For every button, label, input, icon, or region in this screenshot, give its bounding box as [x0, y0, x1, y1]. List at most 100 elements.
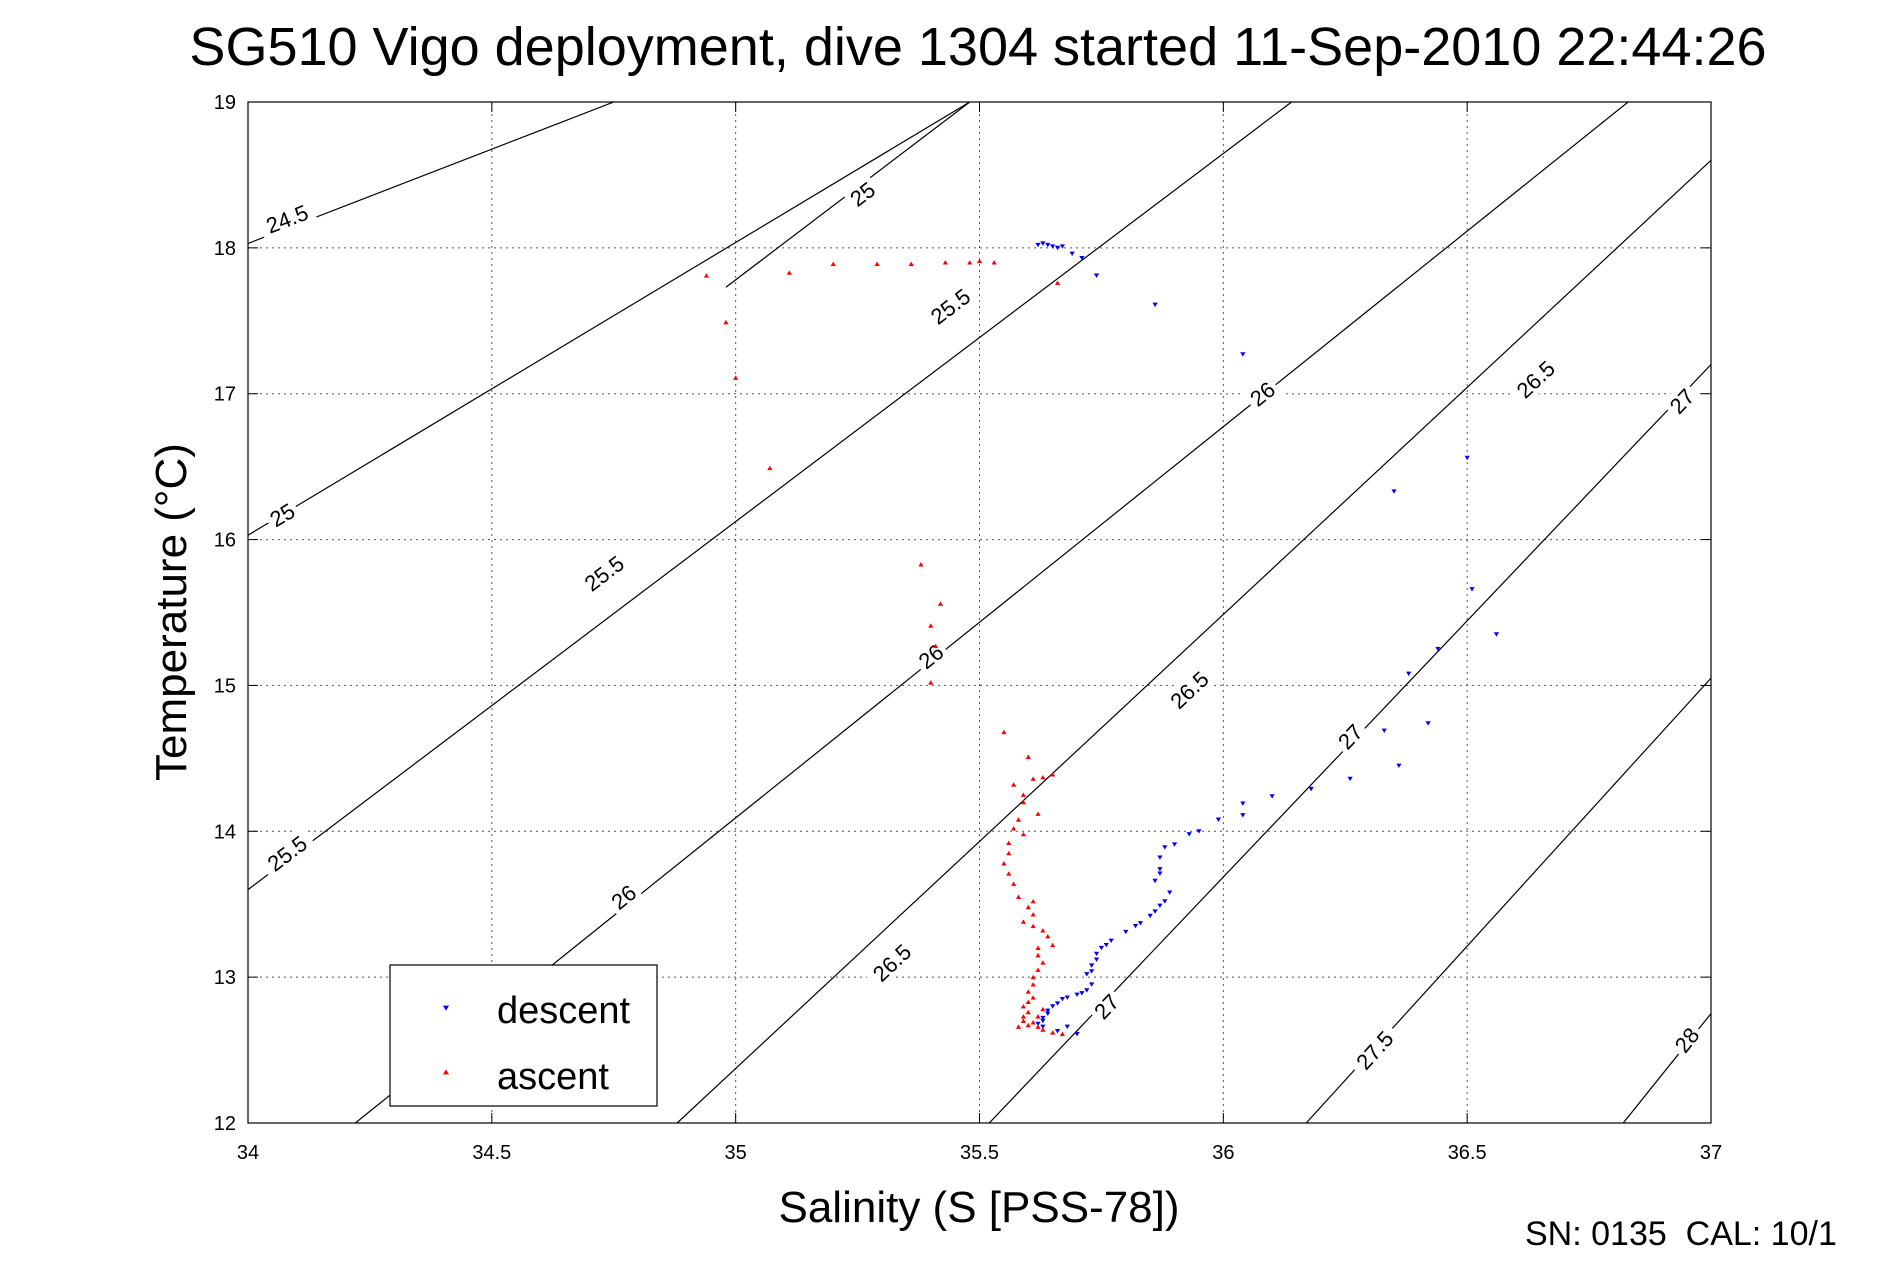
- ascent-point: [723, 319, 729, 325]
- descent-point: [1103, 942, 1109, 948]
- descent-point: [1391, 489, 1397, 494]
- legend: descent ascent: [389, 964, 658, 1107]
- legend-ascent-label: ascent: [497, 1056, 609, 1098]
- descent-point: [1079, 255, 1085, 261]
- descent-point: [1059, 996, 1066, 1002]
- ascent-point: [1050, 772, 1056, 777]
- descent-point: [1059, 244, 1066, 249]
- density-contour-line: [248, 102, 971, 536]
- descent-point: [1108, 938, 1114, 944]
- ascent-point: [1006, 850, 1012, 856]
- ascent-point: [1020, 1018, 1026, 1023]
- descent-point: [1240, 801, 1246, 806]
- descent-point: [1084, 988, 1090, 993]
- ascent-point: [733, 375, 739, 380]
- ascent-point: [1035, 952, 1041, 958]
- descent-point: [1054, 245, 1061, 251]
- ascent-point: [786, 270, 792, 275]
- ascent-point: [1035, 945, 1041, 951]
- ascent-point: [1059, 1031, 1066, 1037]
- descent-point: [1147, 913, 1153, 919]
- ascent-point: [1035, 1014, 1041, 1019]
- grid: [248, 102, 1711, 1123]
- descent-point: [1040, 1018, 1046, 1024]
- descent-point: [1074, 1031, 1080, 1037]
- density-contour-label: 25: [841, 173, 884, 214]
- descent-point: [1064, 995, 1070, 1000]
- ascent-point: [1025, 999, 1031, 1005]
- descent-point: [1040, 241, 1046, 246]
- descent-point: [1425, 721, 1431, 726]
- svg-text:27: 27: [1089, 989, 1124, 1024]
- descent-point: [1045, 1008, 1051, 1014]
- descent-point: [1162, 845, 1168, 850]
- x-tick-label: 35: [725, 1142, 747, 1164]
- x-tick-label: 34: [237, 1142, 259, 1164]
- descent-point: [1157, 867, 1163, 872]
- x-tick-label: 35.5: [960, 1142, 999, 1164]
- y-tick-label: 15: [214, 675, 236, 697]
- density-contour-label: 25.5: [256, 825, 318, 881]
- descent-point: [1240, 352, 1246, 357]
- svg-text:26: 26: [606, 880, 641, 915]
- ascent-point: [1015, 894, 1022, 900]
- x-tick-label: 36.5: [1448, 1142, 1487, 1164]
- x-tick-label: 34.5: [472, 1142, 511, 1164]
- descent-point: [1084, 972, 1090, 977]
- ascent-point: [1001, 729, 1007, 735]
- descent-point: [1050, 244, 1056, 249]
- y-tick-label: 12: [214, 1113, 236, 1135]
- ascent-point: [1054, 280, 1061, 285]
- density-contour-label: 24.5: [256, 196, 318, 241]
- ascent-point: [937, 601, 944, 606]
- serial-calibration-footer: SN: 0135 CAL: 10/1: [1525, 1215, 1837, 1253]
- descent-point: [1132, 924, 1139, 929]
- ascent-point: [1035, 811, 1041, 816]
- svg-text:26: 26: [914, 639, 949, 674]
- descent-point: [1171, 842, 1178, 847]
- descent-point: [1093, 957, 1100, 962]
- descent-point: [1050, 1004, 1056, 1009]
- ascent-point: [1025, 989, 1031, 994]
- descent-point: [1308, 786, 1314, 792]
- descent-point: [1464, 455, 1470, 461]
- x-axis-label: Salinity (S [PSS-78]): [778, 1183, 1179, 1232]
- ascent-point: [767, 465, 773, 471]
- density-contour-line: [354, 102, 1629, 1123]
- descent-point: [1040, 1015, 1046, 1021]
- ascent-point: [976, 258, 983, 264]
- svg-text:26: 26: [1245, 377, 1280, 412]
- y-tick-label: 16: [214, 530, 236, 552]
- legend-ascent-marker-icon: [443, 1069, 449, 1075]
- legend-box: [389, 964, 658, 1107]
- ascent-point: [1050, 942, 1056, 948]
- ascent-point: [1006, 871, 1012, 876]
- x-tick-label: 36: [1212, 1142, 1234, 1164]
- density-contour-label: 26: [602, 876, 645, 918]
- descent-point: [1269, 794, 1275, 799]
- ascent-point: [703, 273, 710, 278]
- density-contour-label: 26.5: [1506, 350, 1565, 408]
- descent-point: [1069, 251, 1075, 257]
- ascent-point: [1025, 754, 1031, 759]
- y-tick-label: 13: [214, 967, 236, 989]
- density-contour-label: 26: [1241, 373, 1283, 414]
- ascent-point: [1020, 831, 1026, 837]
- ascent-point: [1015, 817, 1022, 822]
- ascent-point: [874, 261, 880, 266]
- descent-point: [1152, 909, 1158, 914]
- descent-point: [1035, 1021, 1041, 1027]
- ascent-point: [1020, 799, 1026, 805]
- descent-point: [1167, 890, 1173, 895]
- density-contour-label: 26.5: [1159, 661, 1219, 719]
- ascent-point: [1030, 995, 1036, 1000]
- ascent-point: [908, 261, 914, 266]
- y-axis-label: Temperature (°C): [147, 443, 196, 781]
- svg-text:25: 25: [845, 177, 880, 212]
- descent-point: [1469, 587, 1475, 592]
- ascent-point: [928, 623, 934, 628]
- density-contour-label: 26: [910, 636, 952, 677]
- density-contour-label: 25: [261, 495, 303, 535]
- data-points: [703, 241, 1500, 1037]
- descent-point: [1093, 273, 1100, 278]
